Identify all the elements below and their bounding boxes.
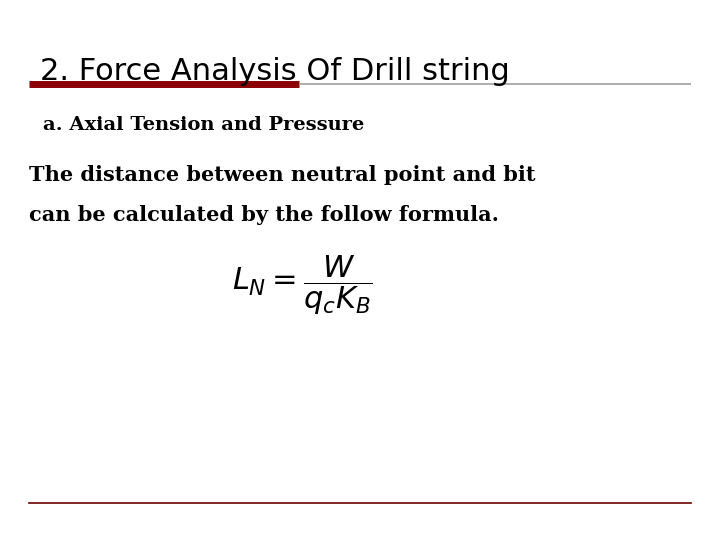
Text: can be calculated by the follow formula.: can be calculated by the follow formula. xyxy=(29,205,499,225)
Text: a. Axial Tension and Pressure: a. Axial Tension and Pressure xyxy=(43,116,364,134)
Text: $L_{N} = \dfrac{W}{q_{c}K_{B}}$: $L_{N} = \dfrac{W}{q_{c}K_{B}}$ xyxy=(232,254,373,318)
Text: 2. Force Analysis Of Drill string: 2. Force Analysis Of Drill string xyxy=(40,57,509,86)
Text: The distance between neutral point and bit: The distance between neutral point and b… xyxy=(29,165,535,185)
